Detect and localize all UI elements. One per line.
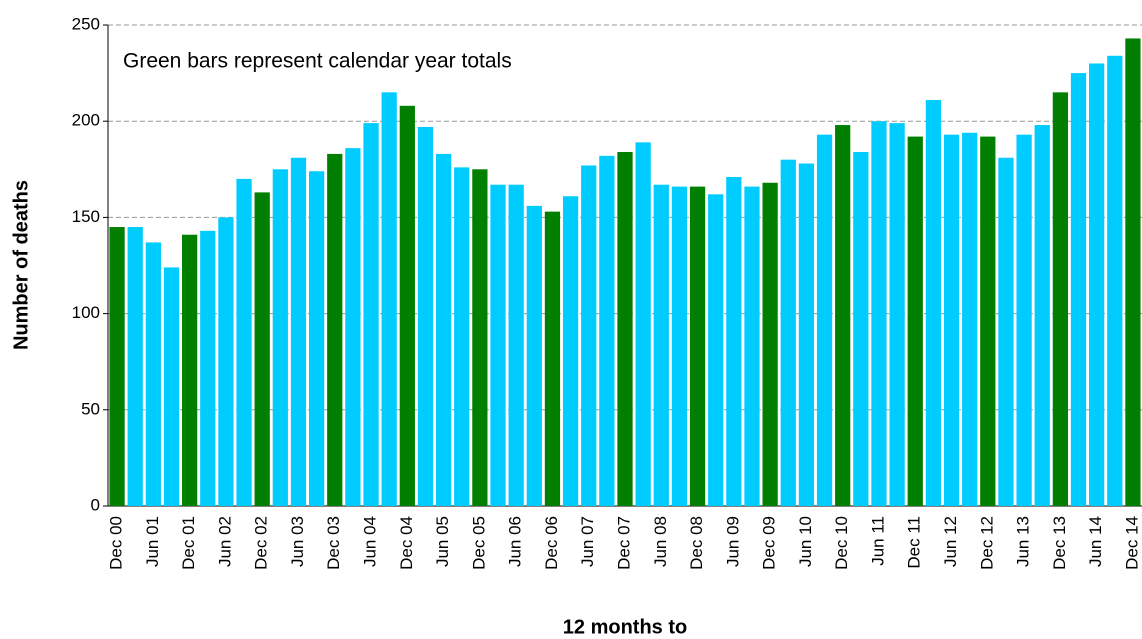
- x-tick-label: Dec 08: [687, 516, 706, 570]
- bar: [762, 182, 778, 506]
- bar: [726, 176, 742, 506]
- bar: [363, 123, 379, 507]
- bar: [1070, 73, 1087, 506]
- bar: [816, 134, 833, 506]
- bar: [381, 92, 397, 506]
- bar: [1052, 92, 1068, 506]
- bar: [508, 184, 524, 506]
- bar: [798, 163, 815, 506]
- x-tick-label: Jun 14: [1086, 516, 1105, 567]
- bar: [1089, 63, 1105, 506]
- bar: [417, 126, 434, 507]
- bar: [1016, 134, 1032, 506]
- bar: [689, 186, 706, 506]
- bar: [200, 230, 216, 507]
- bar: [998, 157, 1014, 507]
- x-tick-label: Jun 01: [143, 516, 162, 567]
- bar: [635, 142, 651, 506]
- bar: [399, 105, 415, 507]
- y-tick-label: 50: [81, 399, 100, 418]
- bar: [109, 227, 125, 506]
- x-tick-label: Jun 05: [433, 516, 452, 567]
- x-tick-label: Jun 03: [288, 516, 307, 567]
- bar: [254, 192, 270, 506]
- bar: [962, 132, 978, 506]
- x-tick-label: Dec 00: [107, 516, 126, 570]
- bar: [980, 136, 996, 507]
- x-tick-label: Dec 13: [1050, 516, 1069, 570]
- x-tick-label: Jun 10: [796, 516, 815, 567]
- bar: [145, 242, 161, 507]
- bar: [435, 153, 452, 506]
- x-tick-label: Dec 02: [252, 516, 271, 570]
- x-tick-label: Jun 07: [578, 516, 597, 567]
- x-tick-label: Jun 13: [1014, 516, 1033, 567]
- bar: [236, 178, 252, 507]
- bar: [290, 157, 307, 507]
- bar: [925, 100, 942, 506]
- y-tick-label: 200: [72, 111, 100, 130]
- bar: [653, 184, 669, 506]
- annotation: Green bars represent calendar year total…: [123, 50, 512, 73]
- x-tick-label: Jun 06: [506, 516, 525, 567]
- x-tick-label: Dec 11: [905, 516, 924, 569]
- bar: [218, 217, 234, 506]
- y-axis-label: Number of deaths: [10, 180, 32, 350]
- bar: [127, 227, 143, 506]
- x-tick-label: Dec 01: [179, 516, 198, 570]
- bar: [472, 169, 488, 507]
- x-tick-label: Dec 07: [614, 516, 633, 570]
- y-tick-label: 0: [91, 495, 100, 514]
- x-tick-label: Jun 02: [215, 516, 234, 567]
- x-tick-label: Dec 06: [542, 516, 561, 570]
- x-tick-label: Jun 11: [868, 516, 887, 566]
- x-tick-label: Dec 12: [977, 516, 996, 570]
- bar: [308, 171, 325, 506]
- y-tick-label: 250: [72, 14, 100, 33]
- bar: [544, 211, 561, 507]
- x-tick-label: Jun 04: [361, 516, 380, 567]
- bar: [345, 148, 361, 507]
- bar: [708, 194, 724, 506]
- bar: [853, 151, 869, 506]
- bar: [744, 186, 760, 506]
- y-tick-label: 150: [72, 207, 100, 226]
- bar: [599, 155, 615, 506]
- x-tick-label: Dec 10: [832, 516, 851, 570]
- bar: [835, 125, 851, 506]
- bar: [889, 123, 905, 507]
- bar: [1034, 125, 1050, 506]
- x-tick-label: Jun 12: [941, 516, 960, 567]
- x-tick-label: Dec 03: [324, 516, 343, 570]
- bar: [943, 134, 960, 506]
- x-tick-label: Dec 14: [1122, 516, 1141, 570]
- bar: [871, 121, 887, 506]
- bar: [1107, 55, 1123, 507]
- bar: [581, 165, 597, 506]
- x-axis-label: 12 months to: [563, 616, 687, 638]
- bar: [1125, 38, 1141, 507]
- bar: [272, 169, 288, 507]
- bar: [163, 267, 180, 506]
- bar: [490, 184, 506, 506]
- bar: [780, 159, 796, 506]
- bar: [617, 151, 633, 506]
- bar: [182, 234, 198, 506]
- bar: [327, 153, 343, 506]
- x-tick-label: Jun 09: [723, 516, 742, 567]
- bar: [526, 205, 542, 506]
- x-tick-label: Dec 05: [469, 516, 488, 570]
- bar: [562, 196, 579, 506]
- y-tick-label: 100: [72, 303, 100, 322]
- x-tick-label: Dec 04: [397, 516, 416, 570]
- bar: [671, 186, 688, 506]
- x-tick-label: Dec 09: [760, 516, 779, 570]
- x-tick-label: Jun 08: [651, 516, 670, 567]
- bar: [907, 136, 923, 507]
- bar: [454, 167, 470, 506]
